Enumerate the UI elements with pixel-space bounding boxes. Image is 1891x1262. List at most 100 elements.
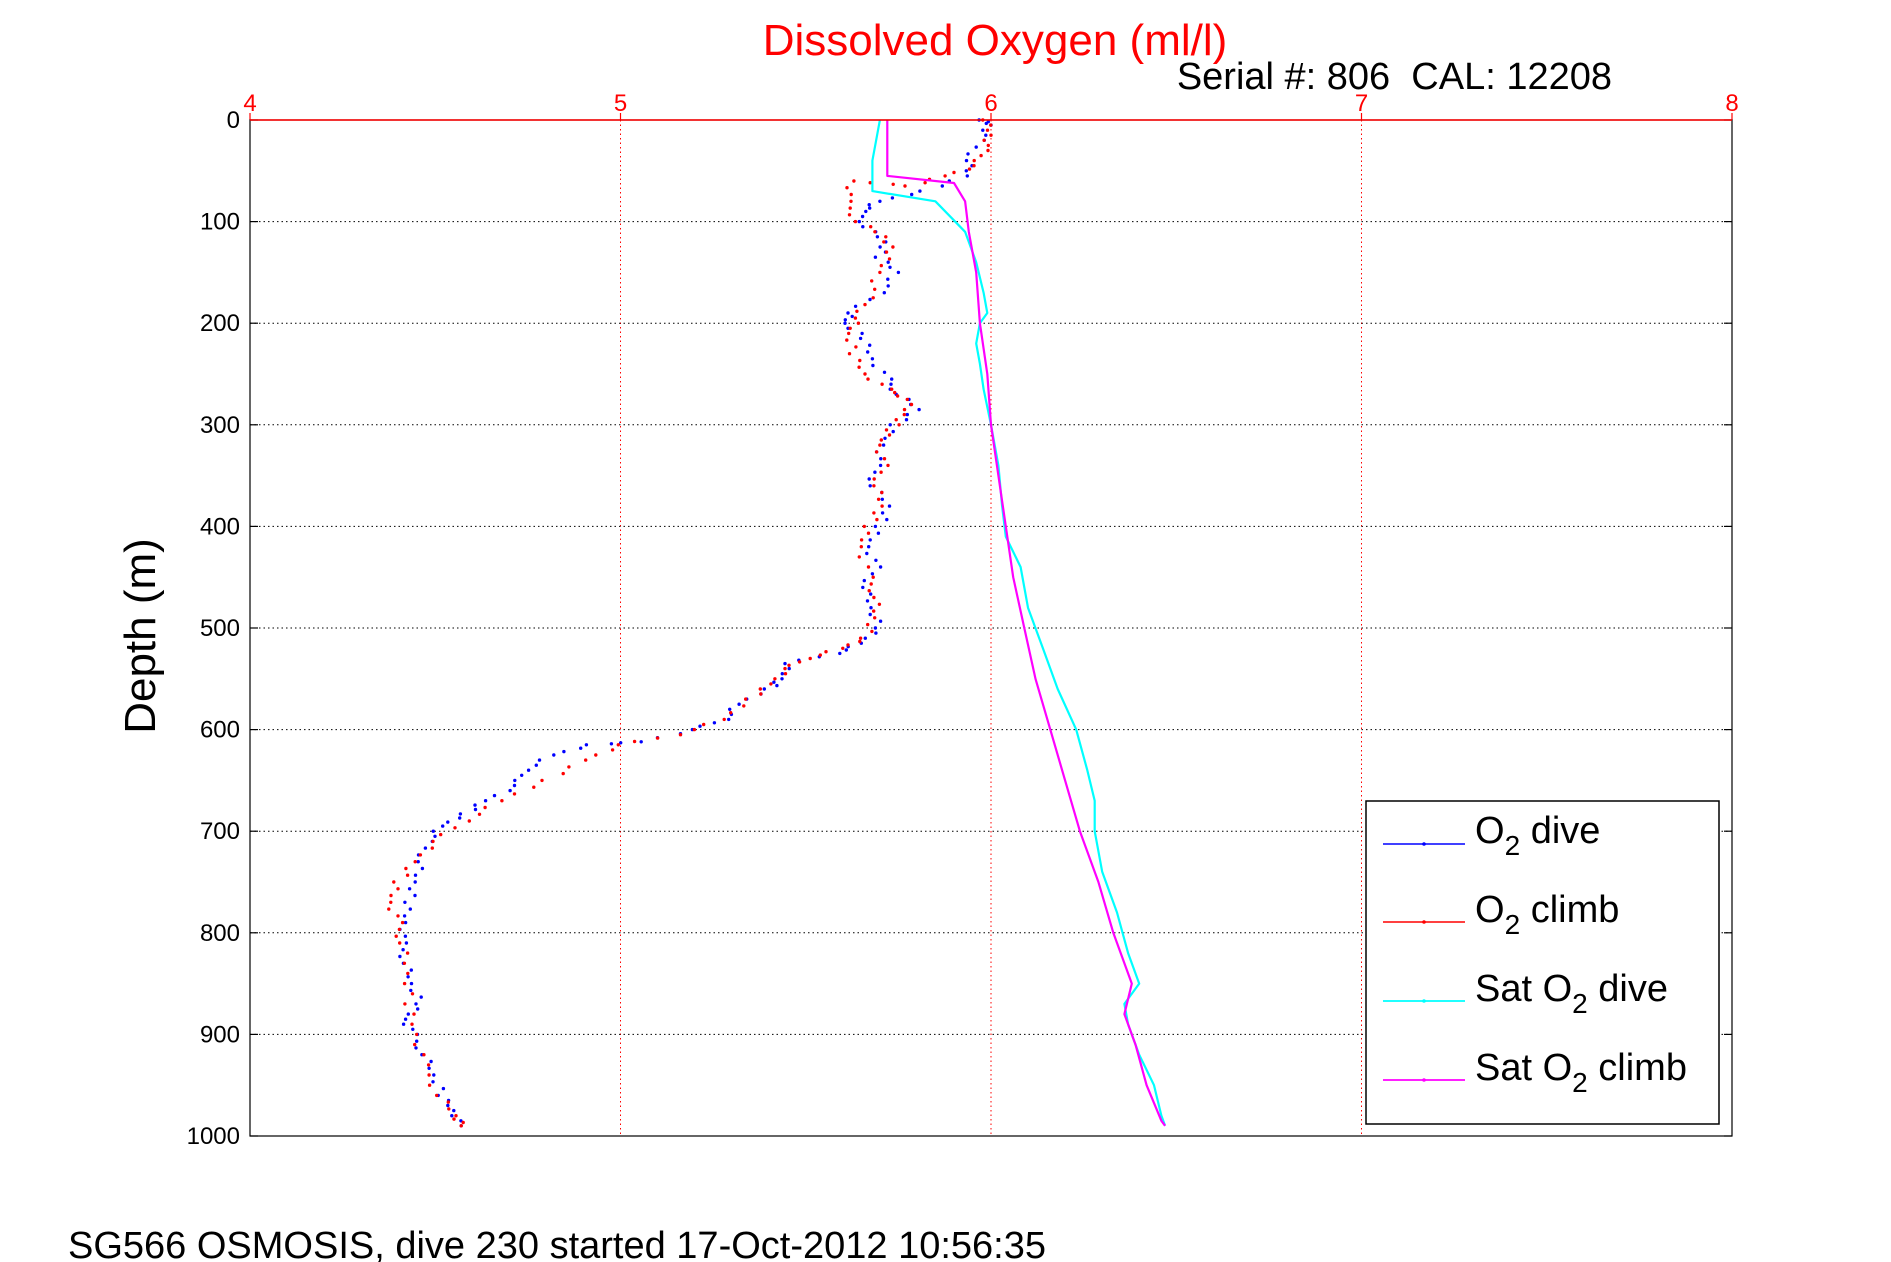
data-point [773,677,777,681]
data-point [430,846,434,850]
data-point [873,287,877,291]
data-point [410,992,415,996]
data-point [508,788,512,793]
data-point [420,866,425,871]
data-point [461,1120,465,1125]
data-point [844,648,848,652]
data-point [873,524,878,529]
data-point [411,1027,415,1032]
data-point [513,778,517,783]
data-point [905,412,909,417]
legend-item-o2-dive: O2 dive [1383,810,1600,861]
data-point [860,214,865,219]
data-point [841,646,845,650]
x-tick-label: 8 [1725,90,1738,117]
data-point [610,748,615,752]
x-tick-label: 6 [984,90,997,117]
data-point [875,517,879,522]
data-point [882,370,887,374]
data-point [441,824,445,828]
data-point [877,602,882,606]
data-point [409,988,413,993]
data-point [964,169,968,173]
data-point [887,433,892,437]
series-o2-climb [387,118,993,1128]
data-point [893,390,897,395]
data-point [979,153,983,158]
data-point [397,927,402,932]
legend-subscript: 2 [1572,1067,1588,1098]
data-point [880,497,884,501]
legend-item-sat-o2-climb: Sat O2 climb [1383,1047,1687,1098]
legend-text-rest: climb [1520,889,1619,931]
data-point [909,402,914,407]
data-point [870,572,875,576]
data-point [866,531,871,535]
data-point [885,517,889,522]
data-point [874,558,878,562]
data-point [855,309,859,313]
legend: O2 dive O2 climb Sat O2 dive Sat O2 clim… [1365,800,1720,1125]
data-point [537,758,542,762]
data-point [859,538,864,542]
x-tick-label: 4 [243,90,256,117]
data-point [431,829,435,833]
data-point [402,981,407,986]
data-point [758,687,762,691]
data-point [405,873,410,877]
data-point [419,995,423,999]
data-point [894,418,898,422]
data-point [870,629,874,634]
data-point [416,1007,420,1011]
data-point [769,682,773,686]
data-point [867,203,871,207]
data-point [446,1103,450,1108]
data-point [396,914,400,918]
data-point [439,832,443,837]
data-point [846,643,850,647]
data-point [858,336,863,341]
chart-title: Dissolved Oxygen (ml/l) [763,16,1228,65]
data-point [422,1053,426,1057]
data-point [857,365,861,369]
data-point [865,599,870,603]
data-point [972,164,976,168]
data-point [891,245,895,249]
data-point [567,765,571,769]
data-point [865,551,869,556]
data-point [403,900,407,904]
series-layer [387,118,1167,1128]
data-point [843,321,847,325]
data-point [492,793,497,798]
y-tick-label: 900 [200,1021,240,1048]
data-point [838,651,842,656]
data-point [903,184,907,188]
data-point [452,1117,456,1121]
data-point [441,1086,446,1091]
data-point [401,948,405,952]
y-tick-label: 700 [200,818,240,845]
data-point [406,971,410,976]
data-point [400,920,405,925]
data-point [896,270,901,275]
data-point [850,314,854,319]
data-point [868,297,872,302]
data-point [520,773,524,777]
legend-box [1365,800,1720,1125]
data-point [984,133,988,137]
data-point [408,907,412,911]
data-point [783,672,788,676]
data-point [879,438,883,442]
tick-layer: 4 5 6 7 8 0 100 200 300 400 500 600 700 800 900 1000 [187,90,1739,1150]
data-point [882,240,886,244]
data-point [404,941,409,945]
data-point [886,284,890,288]
data-point [878,270,882,275]
data-point [940,184,944,188]
y-axis-label: Depth (m) [116,538,165,734]
data-point [867,589,871,593]
data-point [982,138,986,142]
data-point [887,257,892,261]
data-point [783,661,787,666]
